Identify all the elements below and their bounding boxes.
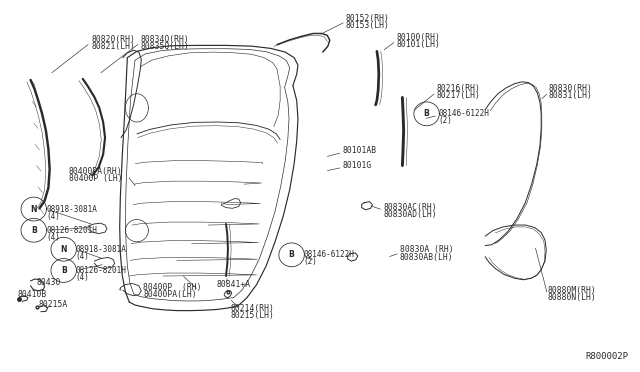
Text: 80400PA(RH): 80400PA(RH): [68, 167, 122, 176]
Text: 80101G: 80101G: [342, 161, 372, 170]
Text: 80830AC(RH): 80830AC(RH): [383, 203, 437, 212]
Text: 80820(RH): 80820(RH): [91, 35, 135, 44]
Text: 80101AB: 80101AB: [342, 146, 377, 155]
Text: 80830AB(LH): 80830AB(LH): [400, 253, 454, 262]
Text: 08918-3081A: 08918-3081A: [47, 205, 97, 214]
Text: N: N: [60, 245, 67, 254]
Text: 08126-8201H: 08126-8201H: [47, 226, 97, 235]
Text: 80100(RH): 80100(RH): [396, 33, 440, 42]
Text: 80400P (LH): 80400P (LH): [68, 174, 122, 183]
Text: 80830AD(LH): 80830AD(LH): [383, 210, 437, 219]
Text: 80834Q(RH): 80834Q(RH): [140, 35, 189, 44]
Text: (2): (2): [303, 257, 317, 266]
Text: 80880N(LH): 80880N(LH): [548, 294, 596, 302]
Text: 80830(RH): 80830(RH): [549, 84, 593, 93]
Text: 80214(RH): 80214(RH): [230, 304, 275, 312]
Text: 80410B: 80410B: [18, 290, 47, 299]
Text: 80841+A: 80841+A: [216, 280, 251, 289]
Text: B: B: [61, 266, 67, 275]
Text: 80835Q(LH): 80835Q(LH): [140, 42, 189, 51]
Text: (2): (2): [438, 116, 452, 125]
Text: R800002P: R800002P: [586, 352, 628, 361]
Text: B: B: [424, 109, 429, 118]
Text: 80217(LH): 80217(LH): [436, 91, 480, 100]
Text: 80400PA(LH): 80400PA(LH): [143, 290, 197, 299]
Text: (4): (4): [75, 252, 89, 261]
Text: 80400P  (RH): 80400P (RH): [143, 283, 202, 292]
Text: 80152(RH): 80152(RH): [346, 14, 390, 23]
Text: 08126-8201H: 08126-8201H: [75, 266, 126, 275]
Text: 08146-6122H: 08146-6122H: [438, 109, 489, 118]
Text: (4): (4): [75, 273, 89, 282]
Text: 80216(RH): 80216(RH): [436, 84, 480, 93]
Text: (4): (4): [47, 212, 60, 221]
Text: (4): (4): [47, 233, 60, 242]
Text: 80880M(RH): 80880M(RH): [548, 286, 596, 295]
Text: B: B: [31, 226, 36, 235]
Text: 80101(LH): 80101(LH): [396, 40, 440, 49]
Text: B: B: [289, 250, 294, 259]
Text: 80215A: 80215A: [38, 300, 67, 309]
Text: 80153(LH): 80153(LH): [346, 21, 390, 30]
Text: 80430: 80430: [37, 278, 61, 287]
Text: N: N: [31, 205, 37, 214]
Text: 80215(LH): 80215(LH): [230, 311, 275, 320]
Text: 08918-3081A: 08918-3081A: [75, 245, 126, 254]
Text: 80830A (RH): 80830A (RH): [400, 246, 454, 254]
Text: 80821(LH): 80821(LH): [91, 42, 135, 51]
Text: 08146-6122H: 08146-6122H: [303, 250, 354, 259]
Text: 80831(LH): 80831(LH): [549, 91, 593, 100]
